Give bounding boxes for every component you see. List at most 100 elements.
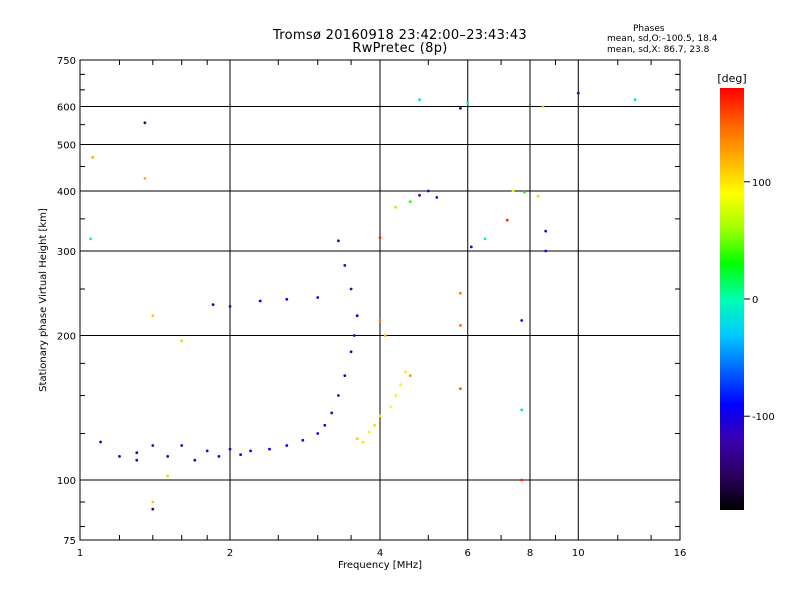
data-point — [404, 370, 407, 374]
data-point — [217, 455, 221, 458]
data-point — [378, 236, 382, 240]
data-point — [523, 190, 526, 194]
data-point — [211, 303, 215, 306]
data-point — [520, 408, 524, 412]
data-point — [143, 121, 147, 125]
y-tick-label: 100 — [57, 476, 76, 487]
data-point — [151, 507, 155, 511]
data-point — [483, 237, 487, 241]
x-tick-label: 10 — [572, 548, 585, 559]
y-tick-label: 500 — [57, 141, 76, 152]
data-point — [378, 414, 382, 418]
phases-o-stats: mean, sd,O:–100.5, 18.4 — [607, 34, 718, 44]
data-point — [383, 334, 387, 337]
data-point — [459, 291, 462, 295]
colorbar-tick-label: 100 — [752, 178, 771, 189]
colorbar — [720, 88, 744, 510]
colorbar-tick-label: -100 — [752, 412, 775, 423]
data-point — [367, 430, 371, 434]
data-point — [373, 423, 376, 427]
data-point — [408, 374, 412, 377]
data-point — [180, 444, 184, 447]
data-point — [459, 387, 462, 391]
data-point — [193, 458, 197, 462]
data-point — [166, 474, 170, 478]
chart-subtitle: RwPretec (8p) — [352, 41, 448, 56]
data-point — [389, 405, 392, 409]
data-point — [378, 319, 382, 322]
data-point — [520, 319, 524, 322]
colorbar-tick-label: 0 — [752, 295, 758, 306]
data-point — [520, 478, 524, 482]
data-point — [349, 287, 353, 291]
data-point — [536, 194, 540, 198]
data-point — [316, 296, 320, 299]
data-point — [330, 411, 334, 415]
data-point — [459, 106, 462, 110]
data-point — [228, 305, 232, 308]
data-point — [352, 334, 356, 337]
data-point — [343, 374, 347, 377]
data-point — [408, 200, 412, 204]
y-tick-label: 750 — [57, 56, 76, 67]
data-point — [459, 324, 462, 327]
data-point — [285, 444, 289, 447]
x-tick-label: 8 — [527, 548, 533, 559]
data-point — [166, 455, 170, 458]
phases-x-stats: mean, sd,X: 86.7, 23.8 — [607, 45, 710, 55]
data-point — [544, 229, 548, 233]
data-point — [143, 177, 147, 180]
data-point — [544, 249, 548, 253]
data-point — [99, 440, 102, 444]
y-axis-label: Stationary phase Virtual Height [km] — [38, 208, 49, 392]
data-point — [418, 98, 421, 102]
chart-title: Tromsø 20160918 23:42:00–23:43:43 — [272, 28, 528, 43]
data-point — [151, 314, 155, 318]
data-point — [349, 350, 353, 354]
data-point — [355, 314, 359, 318]
data-point — [511, 189, 515, 193]
y-tick-label: 600 — [57, 103, 76, 114]
data-point — [541, 105, 545, 108]
data-point — [355, 437, 359, 440]
data-point — [469, 245, 473, 249]
data-point — [466, 101, 470, 105]
x-axis-label: Frequency [MHz] — [338, 560, 422, 571]
data-point — [323, 423, 327, 427]
data-point — [135, 451, 139, 455]
x-tick-label: 4 — [377, 548, 383, 559]
data-point — [394, 205, 398, 209]
data-point — [239, 453, 243, 456]
data-point — [576, 91, 580, 95]
data-point — [268, 447, 271, 451]
colorbar-label: [deg] — [717, 72, 746, 85]
data-point — [337, 239, 340, 243]
x-tick-label: 6 — [465, 548, 471, 559]
data-point — [633, 98, 637, 102]
phases-title: Phases — [633, 24, 665, 34]
data-point — [435, 196, 439, 199]
data-point — [394, 394, 398, 397]
y-tick-label: 200 — [57, 332, 76, 343]
data-point — [361, 440, 365, 444]
data-point — [249, 449, 253, 453]
data-point — [399, 383, 402, 387]
x-tick-label: 16 — [674, 548, 687, 559]
data-point — [118, 455, 121, 458]
data-point — [343, 264, 347, 267]
data-point — [426, 189, 430, 193]
y-tick-label: 400 — [57, 187, 76, 198]
data-point — [205, 449, 209, 453]
data-point — [505, 218, 509, 222]
x-tick-label: 1 — [77, 548, 83, 559]
data-point — [151, 500, 155, 504]
data-point — [228, 447, 232, 451]
data-point — [285, 297, 289, 301]
y-tick-label: 75 — [63, 536, 76, 547]
data-point — [316, 432, 320, 435]
y-tick-label: 300 — [57, 247, 76, 258]
data-point — [135, 458, 139, 462]
data-point — [337, 394, 340, 397]
data-point — [89, 237, 92, 241]
